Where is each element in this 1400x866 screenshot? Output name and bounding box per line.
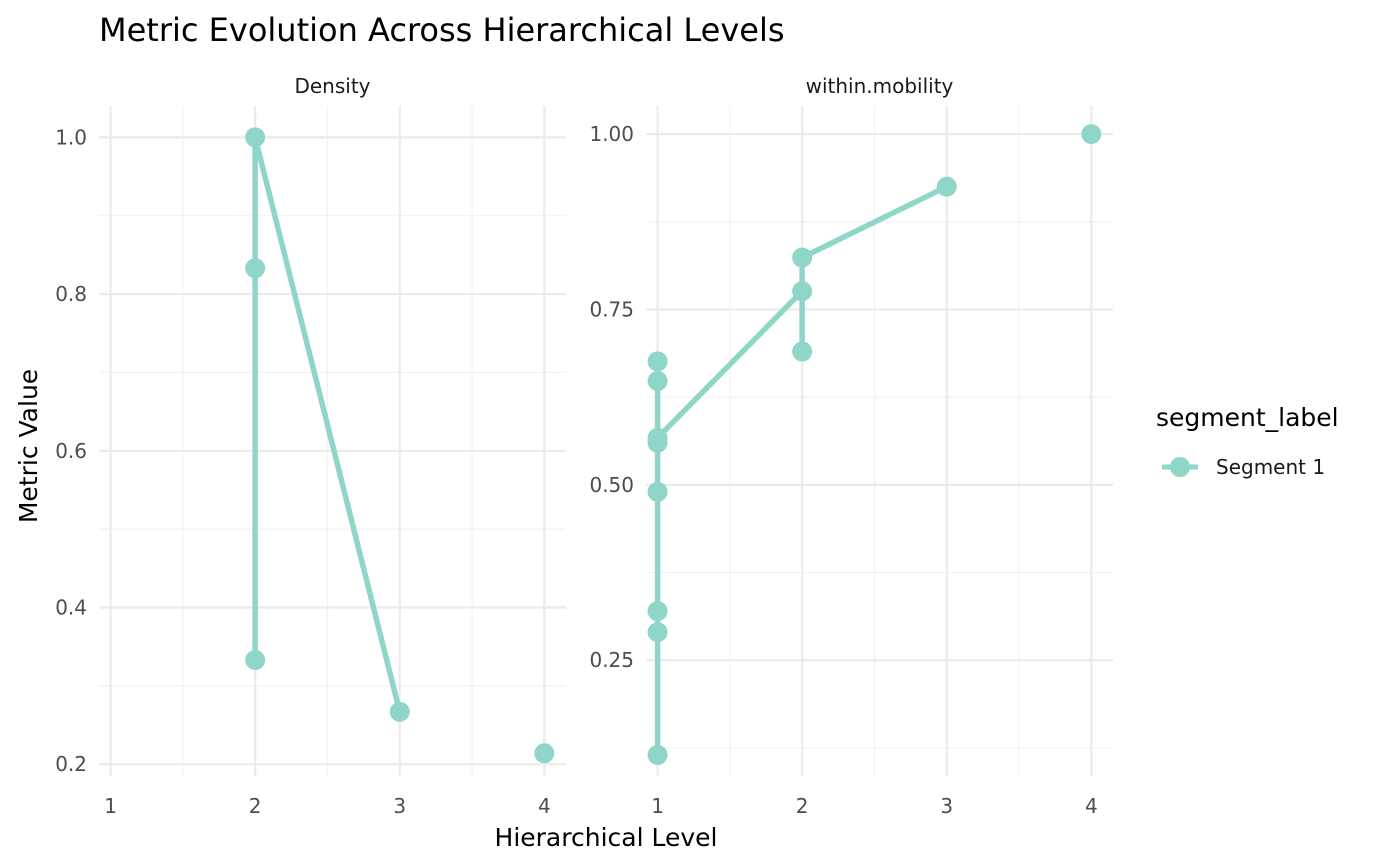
data-point bbox=[647, 601, 668, 622]
x-axis-title: Hierarchical Level bbox=[495, 823, 718, 852]
y-tick-label: 0.75 bbox=[589, 297, 634, 321]
data-point bbox=[647, 481, 668, 502]
legend-label-segment-1: Segment 1 bbox=[1216, 455, 1325, 479]
y-tick-label: 0.25 bbox=[589, 648, 634, 672]
y-tick-label: 0.2 bbox=[55, 752, 87, 776]
x-tick-label: 4 bbox=[538, 794, 551, 818]
y-tick-label: 1.00 bbox=[589, 122, 634, 146]
data-point bbox=[647, 744, 668, 765]
legend-key-point bbox=[1170, 457, 1190, 477]
data-point bbox=[389, 701, 410, 722]
data-point bbox=[245, 127, 266, 148]
chart-title: Metric Evolution Across Hierarchical Lev… bbox=[99, 11, 785, 49]
x-tick-label: 2 bbox=[249, 794, 262, 818]
strip-label-1: Density bbox=[294, 74, 370, 98]
x-tick-label: 3 bbox=[393, 794, 406, 818]
legend-title: segment_label bbox=[1156, 403, 1339, 432]
data-point bbox=[647, 351, 668, 372]
data-point bbox=[936, 176, 957, 197]
y-tick-label: 0.50 bbox=[589, 473, 634, 497]
y-tick-label: 1.0 bbox=[55, 125, 87, 149]
y-tick-label: 0.4 bbox=[55, 596, 87, 620]
data-point bbox=[245, 650, 266, 671]
data-point bbox=[647, 622, 668, 643]
data-point bbox=[792, 247, 813, 268]
data-point bbox=[647, 371, 668, 392]
y-axis-title: Metric Value bbox=[14, 369, 43, 523]
x-tick-label: 3 bbox=[940, 794, 953, 818]
series-line-segment-1 bbox=[252, 134, 403, 715]
x-tick-label: 1 bbox=[104, 794, 117, 818]
panel-2: within.mobility 0.25 0.50 0.75 1.00 1 2 3 4 bbox=[589, 74, 1113, 818]
data-point bbox=[792, 281, 813, 302]
x-tick-label: 1 bbox=[651, 794, 664, 818]
x-tick-label: 4 bbox=[1085, 794, 1098, 818]
legend-key bbox=[1162, 457, 1198, 477]
y-tick-label: 0.6 bbox=[55, 439, 87, 463]
data-point bbox=[647, 427, 668, 448]
data-point bbox=[245, 258, 266, 279]
strip-label-2: within.mobility bbox=[806, 74, 954, 98]
data-point bbox=[1081, 124, 1102, 145]
data-point bbox=[534, 743, 555, 764]
x-tick-label: 2 bbox=[796, 794, 809, 818]
data-point bbox=[792, 341, 813, 362]
y-tick-label: 0.8 bbox=[55, 282, 87, 306]
panel-1: Density 0.2 0.4 0.6 0.8 1.0 1 2 3 4 bbox=[55, 74, 566, 818]
